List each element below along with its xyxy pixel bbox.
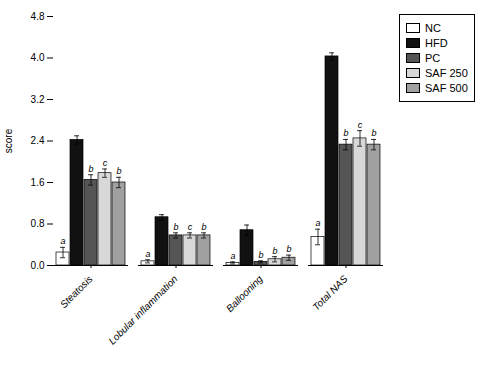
svg-text:b: b — [272, 246, 277, 256]
svg-text:b: b — [88, 164, 93, 174]
svg-text:3.2: 3.2 — [31, 94, 45, 105]
svg-text:c: c — [358, 120, 363, 130]
svg-text:b: b — [371, 128, 376, 138]
svg-text:4.0: 4.0 — [31, 52, 45, 63]
svg-text:Lobular inflammation: Lobular inflammation — [106, 273, 180, 347]
svg-text:a: a — [230, 251, 235, 261]
html-text:PC: PC — [425, 52, 441, 64]
svg-text:c: c — [188, 222, 193, 232]
svg-text:Steatosis: Steatosis — [58, 273, 95, 310]
svg-text:b: b — [286, 244, 291, 254]
svg-text:b: b — [343, 128, 348, 138]
svg-text:b: b — [116, 166, 121, 176]
svg-text:2.4: 2.4 — [31, 135, 45, 146]
svg-text:4.8: 4.8 — [31, 11, 45, 22]
svg-text:Ballooning: Ballooning — [224, 273, 265, 314]
html-text:SAF 500: SAF 500 — [425, 82, 468, 94]
svg-text:0.0: 0.0 — [31, 260, 45, 271]
svg-text:b: b — [173, 222, 178, 232]
svg-text:b: b — [201, 222, 206, 232]
svg-text:c: c — [103, 158, 108, 168]
svg-text:a: a — [60, 236, 65, 246]
html-text:NC: NC — [425, 22, 441, 34]
svg-text:0.8: 0.8 — [31, 218, 45, 229]
svg-text:a: a — [145, 249, 150, 259]
svg-text:Total NAS: Total NAS — [310, 273, 350, 313]
svg-text:score: score — [3, 128, 14, 153]
svg-text:b: b — [258, 250, 263, 260]
svg-text:1.6: 1.6 — [31, 177, 45, 188]
html-text:HFD: HFD — [425, 37, 448, 49]
svg-text:a: a — [315, 218, 320, 228]
html-text:SAF 250: SAF 250 — [425, 67, 468, 79]
